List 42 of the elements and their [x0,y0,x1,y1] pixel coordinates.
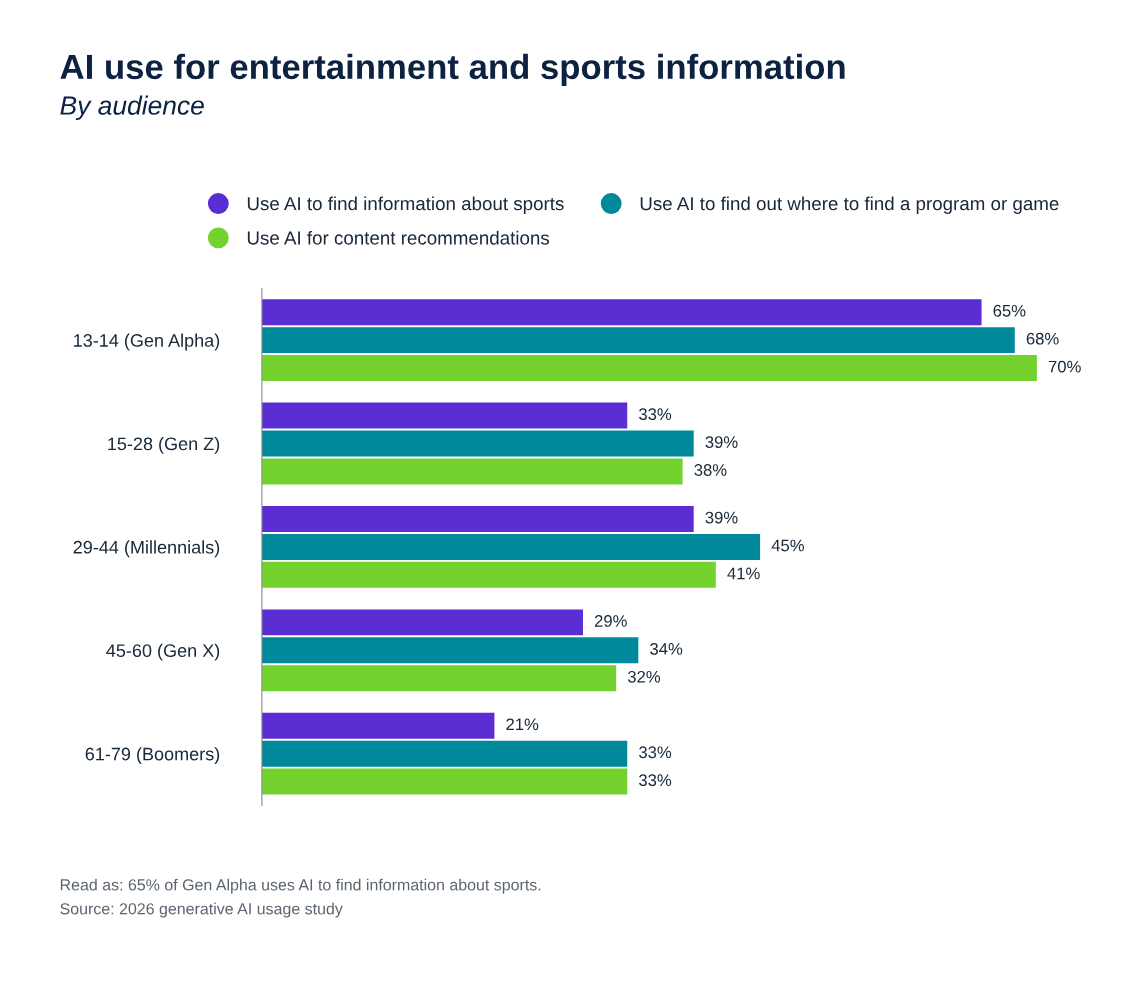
legend-label: Use AI to find information about sports [247,196,564,214]
bar [261,355,1037,382]
bar [261,637,639,664]
bar [261,712,495,739]
source-note: Source: 2026 generative AI usage study [60,902,343,918]
bar [261,506,694,532]
bar [261,299,982,326]
data-label: 39% [705,436,738,448]
y-tick-label: 45-60 (Gen X) [106,643,220,661]
y-tick-label: 13-14 (Gen Alpha) [74,333,220,351]
data-label: 70% [1048,360,1081,373]
bar [261,430,694,457]
y-tick-label: 15-28 (Gen Z) [108,436,220,454]
legend-label: Use AI for content recommendations [247,230,550,245]
bar [261,533,761,560]
data-label: 33% [639,408,672,421]
data-label: 41% [727,567,760,580]
bar [261,402,628,429]
text: Read as: 65% of Gen Alpha uses AI to find information about sports. [60,878,541,894]
data-label: 33% [639,774,672,787]
data-label: 21% [506,718,539,731]
data-label: 68% [1026,332,1059,345]
data-label: 45% [771,539,804,552]
data-label: 32% [627,670,661,683]
bar [261,609,583,636]
data-label: 34% [650,642,683,655]
legend-label: Use AI to find out where to find a program or game [640,196,1059,214]
bar [261,740,628,767]
data-label: 65% [993,304,1026,317]
data-label: 38% [694,464,727,476]
data-label: 39% [705,511,738,524]
data-label: 29% [594,615,627,627]
data-label: 33% [639,746,672,759]
y-tick-label: 61-79 (Boomers) [85,747,220,764]
y-tick-label: 29-44 (Millennials) [73,540,220,558]
bar [261,458,683,485]
chart-subtitle: By audience [60,95,204,121]
bar [261,327,1015,354]
bar [261,561,716,588]
bar [261,768,628,795]
bar [261,665,617,692]
chart-title: AI use for entertainment and sports information [60,53,845,87]
